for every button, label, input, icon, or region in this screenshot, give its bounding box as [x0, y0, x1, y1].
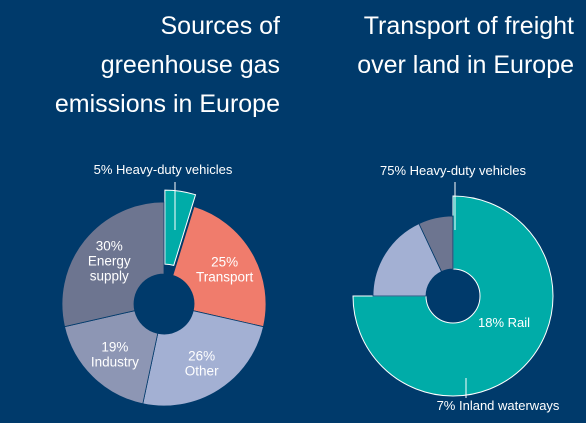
- chart-title-freight: Transport of freight over land in Europe: [357, 12, 574, 79]
- slice-transport: [172, 206, 267, 328]
- data-label-industry: Industry: [91, 354, 139, 369]
- data-label-inland-waterways: 7% Inland waterways: [437, 398, 560, 413]
- data-label-rail: 18% Rail: [478, 315, 530, 330]
- slice-inland-waterways: [418, 215, 454, 273]
- data-label-energy-supply: supply: [90, 268, 129, 283]
- data-label-heavy-duty-vehicles: 75% Heavy-duty vehicles: [380, 163, 526, 178]
- data-label-energy-supply: Energy: [88, 253, 131, 268]
- slice-energy-supply: [61, 201, 165, 328]
- data-label-transport: 25%: [211, 255, 238, 270]
- slice-industry: [64, 310, 159, 405]
- data-label-transport: Transport: [196, 270, 254, 285]
- data-label-energy-supply: 30%: [96, 238, 123, 253]
- data-label-other: Other: [185, 363, 219, 378]
- chart-title-emissions: Sources of greenhouse gas emissions in E…: [54, 12, 280, 118]
- slice-other: [142, 310, 264, 407]
- slice-heavy-duty-vehicles: [352, 195, 554, 397]
- data-label-other: 26%: [188, 348, 215, 363]
- data-label-industry: 19%: [101, 339, 128, 354]
- data-label-heavy-duty-vehicles: 5% Heavy-duty vehicles: [94, 162, 233, 177]
- slice-rail: [372, 223, 443, 297]
